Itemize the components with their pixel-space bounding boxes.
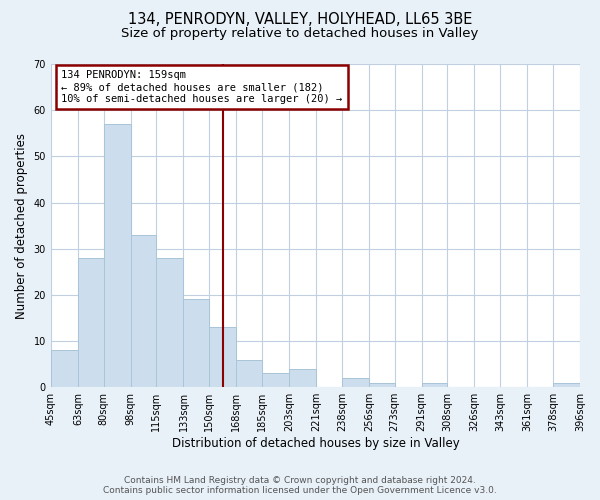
X-axis label: Distribution of detached houses by size in Valley: Distribution of detached houses by size … bbox=[172, 437, 459, 450]
Bar bbox=[184, 300, 209, 387]
Bar bbox=[422, 382, 448, 387]
Text: Contains HM Land Registry data © Crown copyright and database right 2024.
Contai: Contains HM Land Registry data © Crown c… bbox=[103, 476, 497, 495]
Bar bbox=[131, 235, 157, 387]
Y-axis label: Number of detached properties: Number of detached properties bbox=[15, 132, 28, 318]
Bar bbox=[342, 378, 369, 387]
Bar bbox=[209, 327, 236, 387]
Text: Size of property relative to detached houses in Valley: Size of property relative to detached ho… bbox=[121, 28, 479, 40]
Bar bbox=[78, 258, 104, 387]
Bar bbox=[157, 258, 184, 387]
Bar bbox=[262, 374, 289, 387]
Bar bbox=[553, 382, 580, 387]
Text: 134, PENRODYN, VALLEY, HOLYHEAD, LL65 3BE: 134, PENRODYN, VALLEY, HOLYHEAD, LL65 3B… bbox=[128, 12, 472, 28]
Bar bbox=[236, 360, 262, 387]
Bar bbox=[104, 124, 131, 387]
Bar bbox=[369, 382, 395, 387]
Bar bbox=[289, 368, 316, 387]
Bar bbox=[51, 350, 78, 387]
Text: 134 PENRODYN: 159sqm
← 89% of detached houses are smaller (182)
10% of semi-deta: 134 PENRODYN: 159sqm ← 89% of detached h… bbox=[61, 70, 343, 104]
